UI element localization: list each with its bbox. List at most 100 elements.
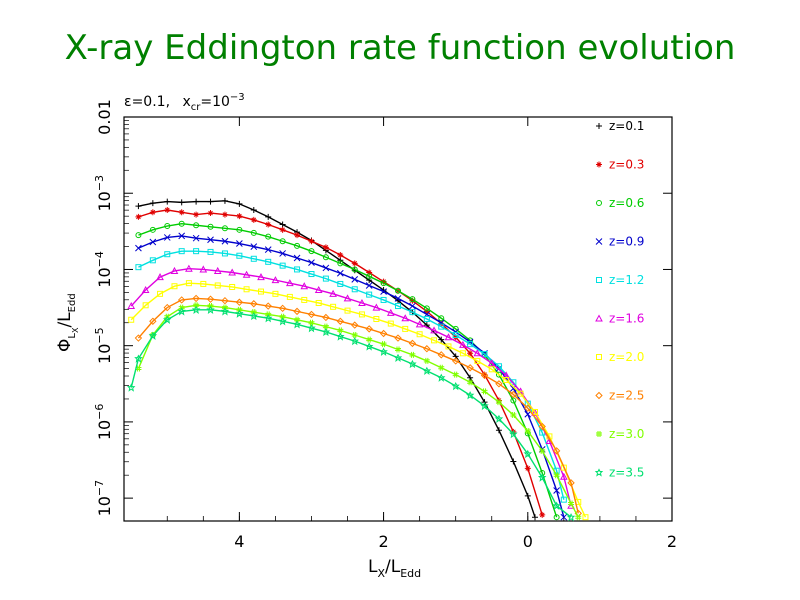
data-point bbox=[264, 314, 273, 323]
data-point bbox=[279, 250, 286, 257]
data-point bbox=[177, 307, 186, 316]
data-point bbox=[236, 240, 243, 247]
data-point bbox=[300, 282, 309, 290]
data-point bbox=[575, 514, 582, 521]
data-point bbox=[235, 298, 244, 306]
data-point bbox=[386, 308, 395, 316]
data-point bbox=[488, 366, 495, 373]
data-point bbox=[279, 226, 286, 233]
data-point bbox=[503, 376, 510, 383]
data-point bbox=[135, 365, 142, 372]
series-line bbox=[137, 297, 579, 514]
data-point bbox=[524, 492, 531, 499]
data-point bbox=[395, 346, 401, 353]
data-point bbox=[279, 221, 286, 228]
data-point bbox=[134, 334, 143, 342]
data-point bbox=[171, 283, 178, 290]
x-tick-label: 2 bbox=[667, 532, 677, 551]
data-point bbox=[474, 357, 481, 364]
data-point bbox=[365, 325, 373, 333]
data-point bbox=[509, 390, 518, 399]
data-point bbox=[329, 289, 337, 297]
data-point bbox=[127, 301, 136, 310]
data-point bbox=[220, 307, 230, 316]
data-point bbox=[221, 211, 228, 218]
data-point bbox=[358, 298, 366, 306]
data-point bbox=[408, 359, 417, 369]
legend-marker bbox=[596, 431, 602, 437]
data-point bbox=[301, 296, 308, 303]
data-point bbox=[178, 220, 185, 227]
series-z=1.6 bbox=[127, 264, 575, 509]
data-point bbox=[213, 266, 222, 274]
data-point bbox=[272, 290, 279, 297]
series-line bbox=[137, 304, 579, 518]
data-point bbox=[265, 221, 272, 228]
data-point bbox=[560, 464, 567, 471]
data-point bbox=[229, 283, 236, 290]
data-point bbox=[177, 296, 186, 304]
series-line bbox=[138, 250, 565, 500]
data-point bbox=[149, 238, 157, 246]
data-point bbox=[438, 336, 445, 343]
data-point bbox=[292, 320, 302, 329]
data-point bbox=[560, 496, 567, 503]
data-point bbox=[539, 447, 546, 454]
data-point bbox=[308, 248, 315, 255]
data-point bbox=[538, 473, 547, 482]
data-point bbox=[351, 276, 359, 283]
y-tick-label: 10−5 bbox=[93, 327, 114, 364]
data-point bbox=[279, 238, 286, 245]
data-point bbox=[265, 258, 272, 265]
param-annotation: ε=0.1, xcr=10−3 bbox=[124, 92, 245, 113]
legend-item: z=0.6 bbox=[596, 196, 644, 210]
data-point bbox=[221, 237, 229, 245]
data-point bbox=[315, 299, 322, 306]
data-point bbox=[293, 254, 301, 262]
data-point bbox=[286, 293, 293, 300]
data-point bbox=[559, 472, 568, 480]
legend-marker bbox=[596, 200, 602, 206]
data-point bbox=[560, 513, 568, 521]
legend-marker bbox=[595, 314, 603, 322]
data-point bbox=[465, 391, 475, 400]
data-point bbox=[524, 404, 532, 412]
data-point bbox=[278, 304, 287, 313]
data-point bbox=[467, 341, 474, 348]
data-point bbox=[250, 229, 257, 236]
data-point bbox=[164, 223, 171, 230]
data-point bbox=[308, 238, 315, 245]
legend-marker bbox=[595, 391, 603, 400]
data-point bbox=[452, 371, 459, 378]
data-point bbox=[221, 197, 228, 204]
series-line bbox=[130, 267, 572, 506]
data-point bbox=[264, 246, 272, 253]
data-point bbox=[495, 397, 502, 404]
data-point bbox=[351, 260, 358, 267]
data-point bbox=[337, 280, 344, 287]
data-point bbox=[163, 234, 171, 241]
data-point bbox=[128, 316, 135, 323]
data-point bbox=[264, 302, 272, 310]
data-point bbox=[480, 371, 489, 380]
data-point bbox=[416, 331, 423, 338]
series-z=3.0 bbox=[135, 302, 582, 521]
data-point bbox=[451, 357, 460, 365]
data-point bbox=[451, 381, 460, 391]
data-point bbox=[582, 514, 589, 521]
data-point bbox=[221, 225, 228, 232]
y-axis-label: ΦLX/LEdd bbox=[55, 293, 80, 352]
legend-item: z=1.2 bbox=[596, 273, 644, 287]
plot-frame bbox=[123, 116, 673, 522]
legend-label: z=0.1 bbox=[609, 119, 644, 133]
data-point bbox=[387, 320, 394, 327]
data-point bbox=[567, 479, 575, 487]
series-z=0.6 bbox=[135, 220, 560, 521]
legend-label: z=3.5 bbox=[609, 466, 644, 480]
data-point bbox=[343, 294, 352, 302]
data-point bbox=[322, 244, 329, 251]
data-point bbox=[163, 315, 172, 324]
data-point bbox=[452, 332, 459, 339]
data-point bbox=[510, 379, 517, 386]
